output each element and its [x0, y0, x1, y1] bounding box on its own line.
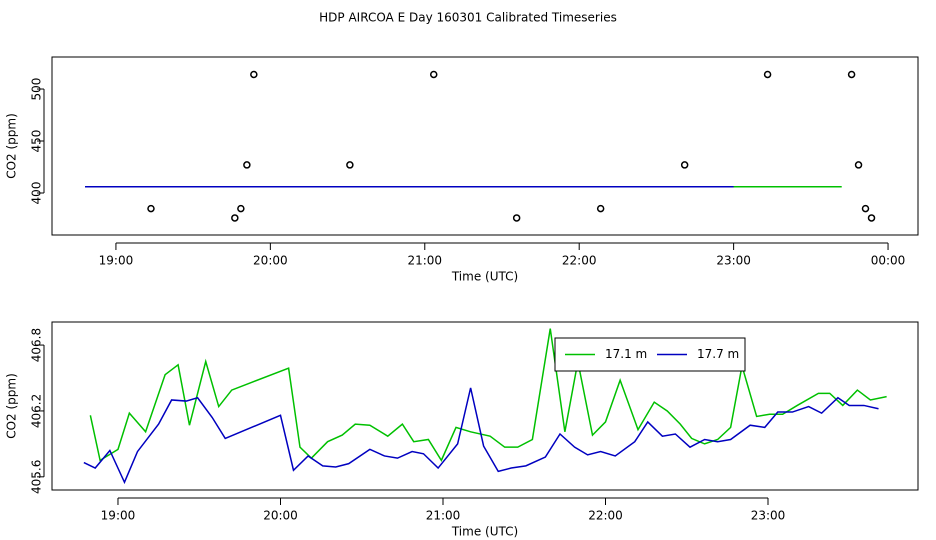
calibration-point — [861, 204, 870, 213]
series-line — [83, 387, 879, 485]
calibration-point — [429, 70, 438, 79]
legend-label: 17.7 m — [697, 347, 739, 361]
series-line — [89, 328, 887, 462]
x-tick-label: 20:00 — [263, 509, 298, 523]
calibration-point — [231, 214, 239, 222]
x-tick-label: 19:00 — [99, 254, 134, 268]
x-tick-label: 19:00 — [101, 509, 136, 523]
calibration-point — [596, 204, 605, 213]
x-tick-label: 00:00 — [871, 254, 906, 268]
y-tick-label: 406.2 — [30, 394, 44, 428]
chart-title: HDP AIRCOA E Day 160301 Calibrated Times… — [319, 11, 617, 25]
y-tick-label: 500 — [30, 78, 44, 101]
calibration-point — [854, 161, 863, 169]
calibration-point — [243, 161, 251, 169]
x-axis-label: Time (UTC) — [451, 270, 518, 284]
x-tick-label: 23:00 — [751, 509, 786, 523]
y-axis-label: CO2 (ppm) — [5, 113, 19, 179]
x-tick-label: 20:00 — [253, 254, 288, 268]
x-tick-label: 23:00 — [716, 254, 751, 268]
y-tick-label: 406.8 — [30, 328, 44, 362]
calibration-point — [512, 214, 521, 222]
calibration-point — [867, 214, 876, 222]
x-tick-label: 21:00 — [407, 254, 442, 268]
y-tick-label: 400 — [30, 182, 44, 205]
plot-frame — [51, 321, 919, 491]
calibration-point — [847, 70, 856, 79]
calibration-point — [147, 204, 155, 213]
calibration-point — [680, 161, 689, 169]
x-axis-label: Time (UTC) — [451, 525, 518, 539]
x-tick-label: 22:00 — [588, 509, 623, 523]
calibration-point — [346, 161, 354, 169]
legend-label: 17.1 m — [605, 347, 647, 361]
y-axis-label: CO2 (ppm) — [5, 373, 19, 439]
y-tick-label: 450 — [30, 130, 44, 153]
calibration-point — [763, 70, 772, 79]
plot-frame — [51, 56, 919, 236]
x-tick-label: 21:00 — [426, 509, 461, 523]
calibration-point — [237, 204, 245, 213]
y-tick-label: 405.6 — [30, 460, 44, 494]
x-tick-label: 22:00 — [562, 254, 597, 268]
calibration-point — [250, 70, 258, 79]
